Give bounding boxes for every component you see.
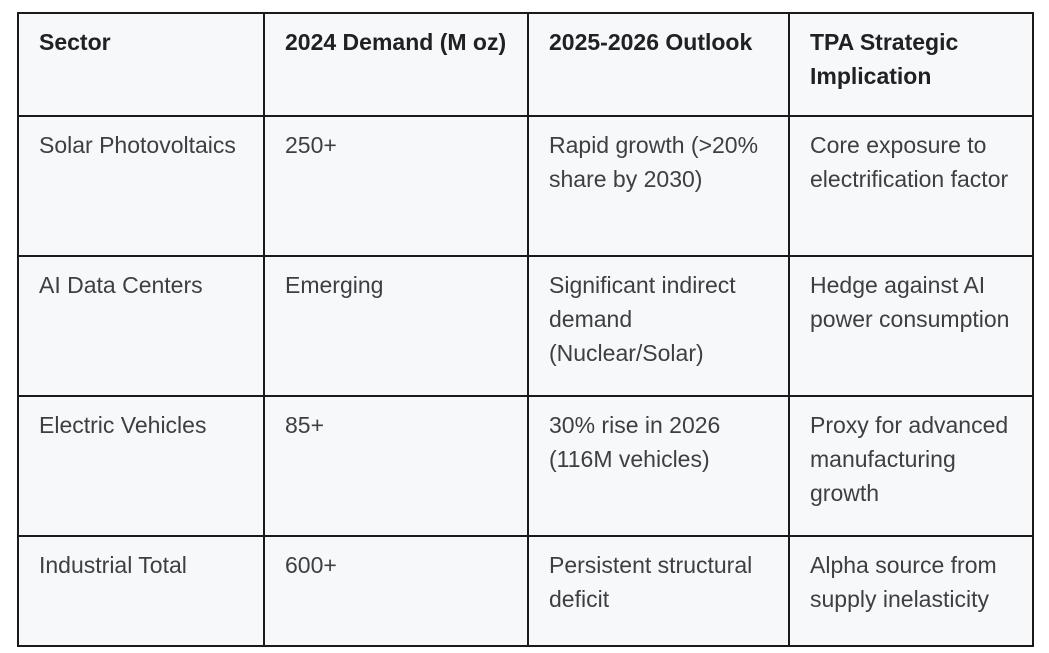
table-header-row: Sector 2024 Demand (M oz) 2025-2026 Outloo… [17,12,1034,117]
table-cell-demand_2024: Emerging [263,255,529,397]
table-cell-sector: Electric Vehicles [17,395,265,537]
table-cell-outlook_2025_2026: Persistent structural deficit [527,535,790,647]
table-cell-demand_2024: 600+ [263,535,529,647]
header-cell-0: Sector [17,12,265,117]
table-cell-outlook_2025_2026: Significant indirect demand (Nuclear/Sol… [527,255,790,397]
header-cell-2: 2025-2026 Outlook [527,12,790,117]
table-cell-tpa_strategic_implication: Proxy for advanced manufacturing growth [788,395,1034,537]
table-cell-tpa_strategic_implication: Core exposure to electrification factor [788,115,1034,257]
table-header: Sector 2024 Demand (M oz) 2025-2026 Outloo… [17,12,1034,117]
header-cell-1: 2024 Demand (M oz) [263,12,529,117]
demand-table-container: Sector 2024 Demand (M oz) 2025-2026 Outloo… [17,12,1034,647]
table-cell-outlook_2025_2026: 30% rise in 2026 (116M vehicles) [527,395,790,537]
silver-demand-table: Sector 2024 Demand (M oz) 2025-2026 Outloo… [17,12,1034,647]
table-cell-sector: AI Data Centers [17,255,265,397]
table-cell-demand_2024: 250+ [263,115,529,257]
table-row-1: AI Data Centers Emerging Significant indir… [17,255,1034,397]
table-cell-tpa_strategic_implication: Hedge against AI power consumption [788,255,1034,397]
header-cell-3: TPA Strategic Implication [788,12,1034,117]
table-row-2: Electric Vehicles 85+ 30% rise in 2026 (11… [17,395,1034,537]
table-body: Solar Photovoltaics 250+ Rapid growth (>20… [17,115,1034,647]
table-cell-demand_2024: 85+ [263,395,529,537]
table-cell-sector: Industrial Total [17,535,265,647]
table-row-3: Industrial Total 600+ Persistent structura… [17,535,1034,647]
table-cell-tpa_strategic_implication: Alpha source from supply inelasticity [788,535,1034,647]
table-cell-outlook_2025_2026: Rapid growth (>20% share by 2030) [527,115,790,257]
table-row-0: Solar Photovoltaics 250+ Rapid growth (>20… [17,115,1034,257]
table-cell-sector: Solar Photovoltaics [17,115,265,257]
